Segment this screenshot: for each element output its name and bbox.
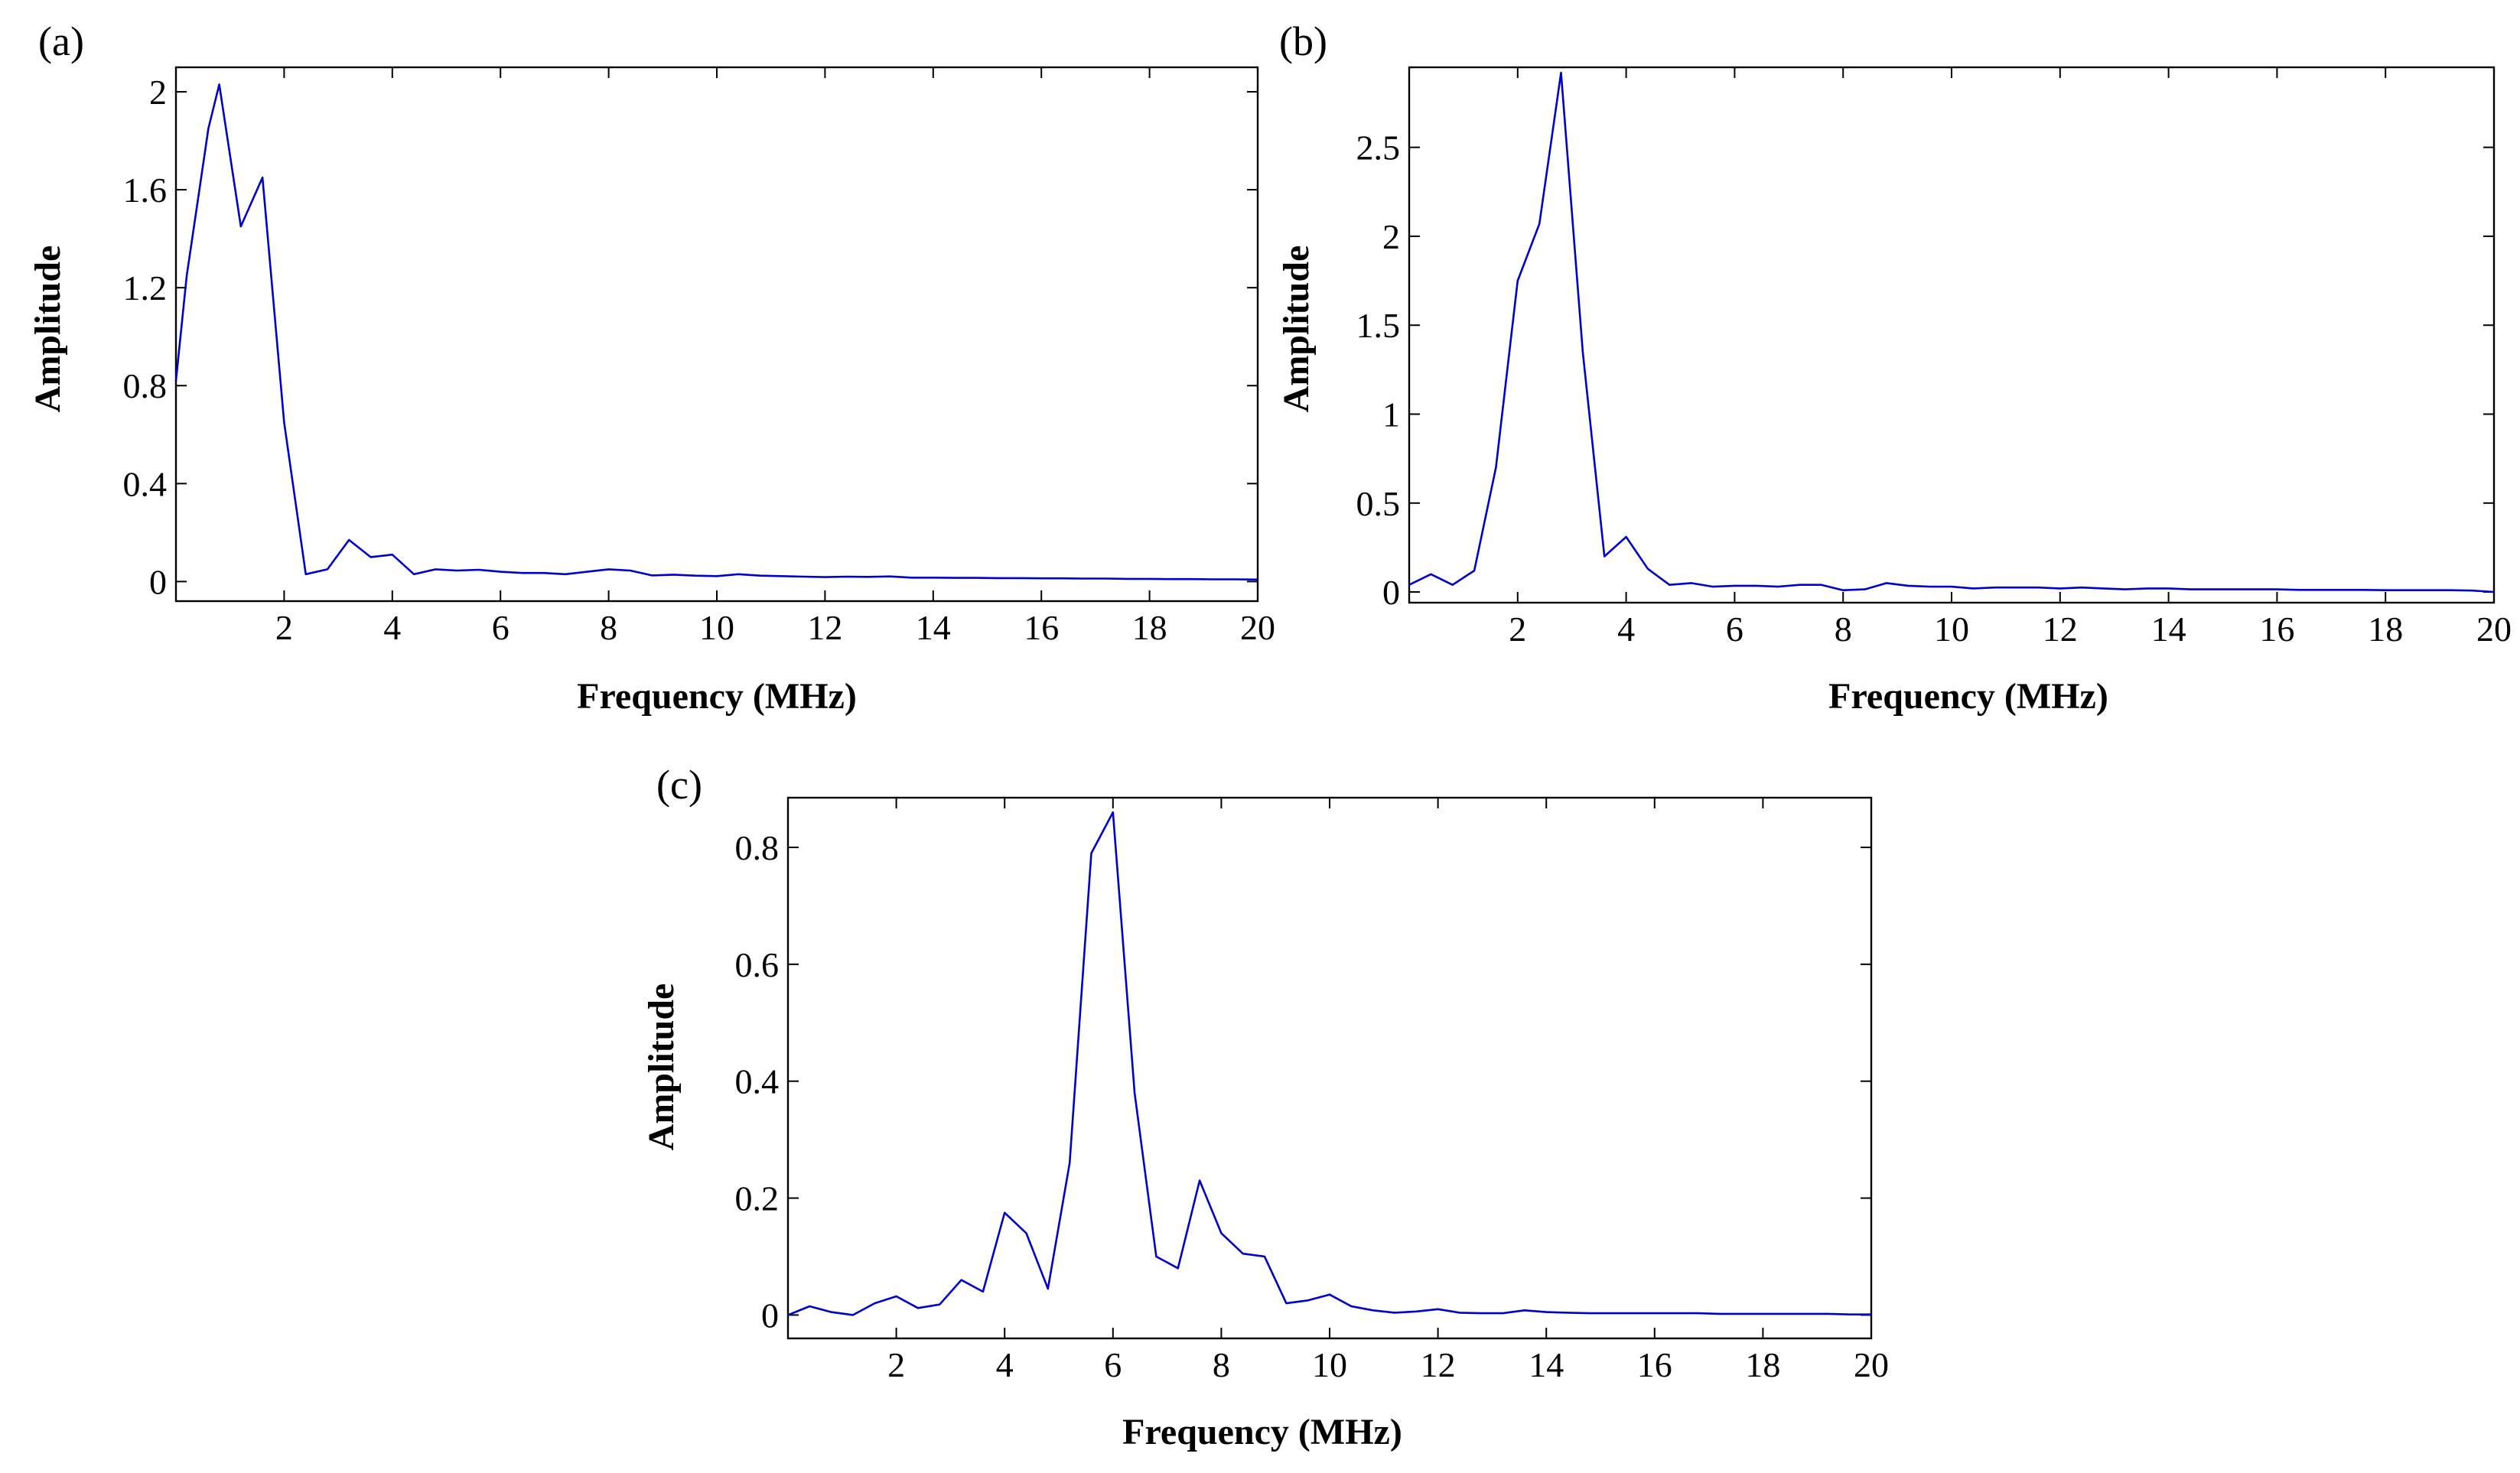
x-tick-label: 14 (1529, 1345, 1564, 1384)
panel-c-series-line (787, 811, 1871, 1316)
x-tick-label: 6 (1726, 610, 1743, 649)
x-tick-label: 18 (2368, 610, 2403, 649)
x-tick-label: 8 (1213, 1345, 1230, 1384)
panel-b-xlabel: Frequency (MHz) (1828, 676, 2108, 717)
x-tick-label: 8 (1835, 610, 1852, 649)
y-tick-label: 1.6 (123, 171, 168, 210)
panel-c-label: (c) (656, 762, 702, 808)
x-tick-label: 12 (2043, 610, 2078, 649)
panel-c-plot: 2 4 6 8 10 12 14 16 18 20 0 0.2 0.4 0.6 0.8 (735, 796, 1889, 1384)
y-tick-label: 0.2 (735, 1179, 780, 1218)
panel-a-xlabel: Frequency (MHz) (577, 676, 857, 717)
panel-b-label: (b) (1279, 18, 1327, 64)
x-tick-label: 18 (1132, 608, 1167, 647)
x-tick-label: 20 (1854, 1345, 1889, 1384)
x-tick-label: 10 (699, 608, 734, 647)
panel-b-series-line (1408, 71, 2495, 593)
y-tick-label: 0.4 (123, 464, 168, 503)
x-tick-label: 6 (1104, 1345, 1122, 1384)
panel-b-ylabel: Amplitude (1276, 246, 1317, 413)
x-tick-label: 10 (1934, 610, 1969, 649)
x-tick-label: 4 (383, 608, 401, 647)
panel-c-frame (786, 796, 1873, 1340)
x-tick-label: 6 (492, 608, 510, 647)
y-tick-label: 0.6 (735, 945, 780, 984)
panel-c-ylabel: Amplitude (641, 984, 682, 1151)
x-tick-label: 20 (2476, 610, 2512, 649)
x-tick-label: 16 (1637, 1345, 1672, 1384)
y-tick-label: 0.8 (735, 828, 780, 867)
y-tick-label: 1.2 (123, 268, 168, 307)
x-tick-label: 16 (2259, 610, 2294, 649)
panel-c-xlabel: Frequency (MHz) (1122, 1412, 1402, 1452)
y-tick-label: 2 (1382, 217, 1400, 256)
y-tick-label: 0 (149, 562, 167, 601)
x-tick-label: 2 (275, 608, 293, 647)
panel-a-frame (174, 66, 1259, 603)
panel-c: (c) 2 4 6 8 10 12 14 16 18 20 0 0.2 0.4 0.6 0.8 Freque… (641, 762, 1889, 1452)
x-tick-label: 12 (807, 608, 842, 647)
y-tick-label: 0.8 (123, 366, 168, 405)
panel-a-label: (a) (38, 18, 84, 64)
x-tick-label: 14 (2151, 610, 2186, 649)
panel-a-plot: 2 4 6 8 10 12 14 16 18 20 0 0.4 0.8 1.2 1.6 2 (123, 66, 1275, 647)
y-tick-label: 0 (1382, 573, 1400, 612)
panel-b-plot: 2 4 6 8 10 12 14 16 18 20 0 0.5 1 1.5 2 2.5 (1356, 66, 2512, 649)
x-tick-label: 14 (916, 608, 951, 647)
panel-a-ylabel: Amplitude (28, 246, 68, 413)
panel-a: (a) 2 4 6 8 10 12 14 16 18 20 0 0.4 0.8 1.2 1.6 2 Frequ… (28, 18, 1275, 717)
panel-a-series-line (174, 83, 1258, 581)
y-tick-label: 1 (1382, 395, 1400, 434)
x-tick-label: 10 (1312, 1345, 1347, 1384)
x-tick-label: 4 (996, 1345, 1014, 1384)
panel-b: (b) 2 4 6 8 10 12 14 16 18 20 0 0.5 1 1.5 2 2.5 Frequen… (1276, 18, 2512, 717)
y-tick-label: 1.5 (1356, 306, 1401, 345)
y-tick-label: 0.5 (1356, 484, 1401, 523)
x-tick-label: 12 (1421, 1345, 1456, 1384)
y-tick-label: 2.5 (1356, 128, 1401, 167)
x-tick-label: 20 (1240, 608, 1275, 647)
y-tick-label: 2 (149, 73, 167, 112)
x-tick-label: 2 (887, 1345, 905, 1384)
panel-b-frame (1408, 66, 2496, 604)
x-tick-label: 8 (600, 608, 617, 647)
x-tick-label: 2 (1509, 610, 1526, 649)
y-tick-label: 0 (761, 1296, 779, 1335)
y-tick-label: 0.4 (735, 1062, 780, 1101)
x-tick-label: 18 (1745, 1345, 1780, 1384)
x-tick-label: 16 (1024, 608, 1059, 647)
x-tick-label: 4 (1617, 610, 1635, 649)
